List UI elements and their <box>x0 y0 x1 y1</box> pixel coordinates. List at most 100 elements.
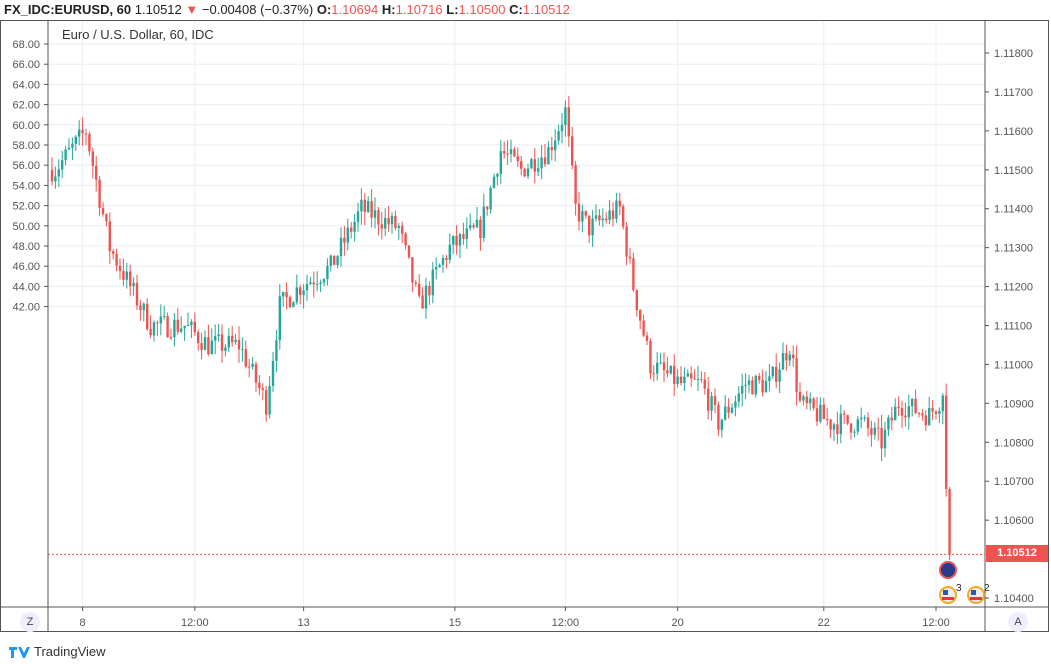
right-axis-label: 1.10400 <box>994 593 1034 605</box>
candle-body <box>193 321 196 333</box>
candle-body <box>424 285 428 309</box>
candle-body <box>254 363 258 383</box>
candle-body <box>421 295 424 309</box>
candle-body <box>717 404 720 430</box>
candle-body <box>785 353 788 361</box>
candle-body <box>441 257 445 265</box>
right-axis-label: 1.10800 <box>994 437 1034 449</box>
candle-body <box>516 156 519 162</box>
candle-body <box>802 396 805 401</box>
candle-body <box>890 417 893 421</box>
candle-body <box>696 379 700 381</box>
candle-body <box>156 322 159 324</box>
candle-body <box>666 370 669 374</box>
down-arrow-icon: ▼ <box>185 2 199 17</box>
candle-body <box>275 340 278 361</box>
candle-body <box>404 233 407 246</box>
candle-body <box>907 406 910 418</box>
us-flag-stripe <box>942 597 954 600</box>
candle-body <box>336 256 339 265</box>
event-count: 3 <box>956 583 962 594</box>
candle-body <box>645 335 649 341</box>
candle-body <box>282 292 285 297</box>
candle-body <box>788 354 791 361</box>
candle-body <box>543 157 547 165</box>
left-axis-label: 46.00 <box>12 261 40 273</box>
candle-body <box>775 366 778 382</box>
candle-body <box>686 373 689 377</box>
candle-body <box>720 419 723 430</box>
candle-body <box>550 146 553 151</box>
candle-body <box>530 159 533 169</box>
candle-body <box>268 385 271 415</box>
candle-body <box>329 255 332 266</box>
candle-body <box>707 388 710 411</box>
candle-body <box>322 279 326 283</box>
auto-scale-button[interactable]: A <box>1008 612 1028 632</box>
candle-body <box>713 396 717 405</box>
candle-body <box>554 140 557 151</box>
candle-body <box>78 129 81 137</box>
candle-body <box>71 143 74 148</box>
candle-body <box>180 328 183 332</box>
candle-body <box>581 211 584 222</box>
close-value: 1.10512 <box>522 2 570 17</box>
candle-body <box>316 283 319 285</box>
eu-flag-icon[interactable] <box>939 561 957 579</box>
candle-body <box>312 282 315 285</box>
candle-body <box>819 404 822 422</box>
time-axis-label: 13 <box>297 617 309 629</box>
candle-body <box>506 153 509 155</box>
right-axis-label: 1.10700 <box>994 476 1034 488</box>
candle-body <box>764 380 768 393</box>
candle-body <box>809 398 812 404</box>
candle-body <box>598 215 601 221</box>
candle-body <box>577 203 581 222</box>
candle-body <box>805 396 808 404</box>
candle-body <box>639 310 642 321</box>
candle-body <box>829 419 832 430</box>
candle-body <box>724 406 727 420</box>
candle-body <box>523 168 526 177</box>
candle-body <box>414 282 417 284</box>
time-axis-label: 20 <box>671 617 683 629</box>
candle-body <box>911 398 914 407</box>
candle-body <box>200 343 203 350</box>
candle-body <box>503 151 506 154</box>
candle-body <box>428 285 431 296</box>
candle-body <box>781 353 785 370</box>
tradingview-logo-icon <box>9 646 30 658</box>
candle-body <box>642 320 645 336</box>
candle-body <box>795 358 798 392</box>
zoom-button[interactable]: Z <box>20 612 40 632</box>
candle-body <box>360 199 363 212</box>
candle-body <box>679 376 683 384</box>
candle-body <box>387 217 390 225</box>
candle-body <box>115 253 118 266</box>
candle-body <box>339 237 343 257</box>
candle-body <box>526 168 530 177</box>
candle-body <box>231 335 234 343</box>
candle-body <box>197 332 200 344</box>
candle-body <box>129 271 132 287</box>
last-price: 1.10512 <box>134 2 182 17</box>
tradingview-logo[interactable]: TradingView <box>8 644 106 659</box>
candle-body <box>628 256 632 259</box>
candle-body <box>214 336 217 341</box>
candle-body <box>934 411 938 414</box>
candle-body <box>669 365 672 374</box>
candle-body <box>652 373 655 375</box>
symbol-name: FX_IDC:EURUSD, 60 <box>4 2 132 17</box>
candle-body <box>183 325 186 329</box>
candle-body <box>489 187 492 210</box>
candle-body <box>356 211 360 222</box>
candle-body <box>333 255 336 265</box>
low-label: L: <box>446 2 459 17</box>
candle-body <box>418 283 421 296</box>
candle-body <box>234 339 237 343</box>
candle-body <box>571 136 574 166</box>
right-axis-label: 1.11700 <box>994 87 1033 99</box>
candle-body <box>397 226 400 228</box>
left-axis-label: 58.00 <box>12 140 40 152</box>
